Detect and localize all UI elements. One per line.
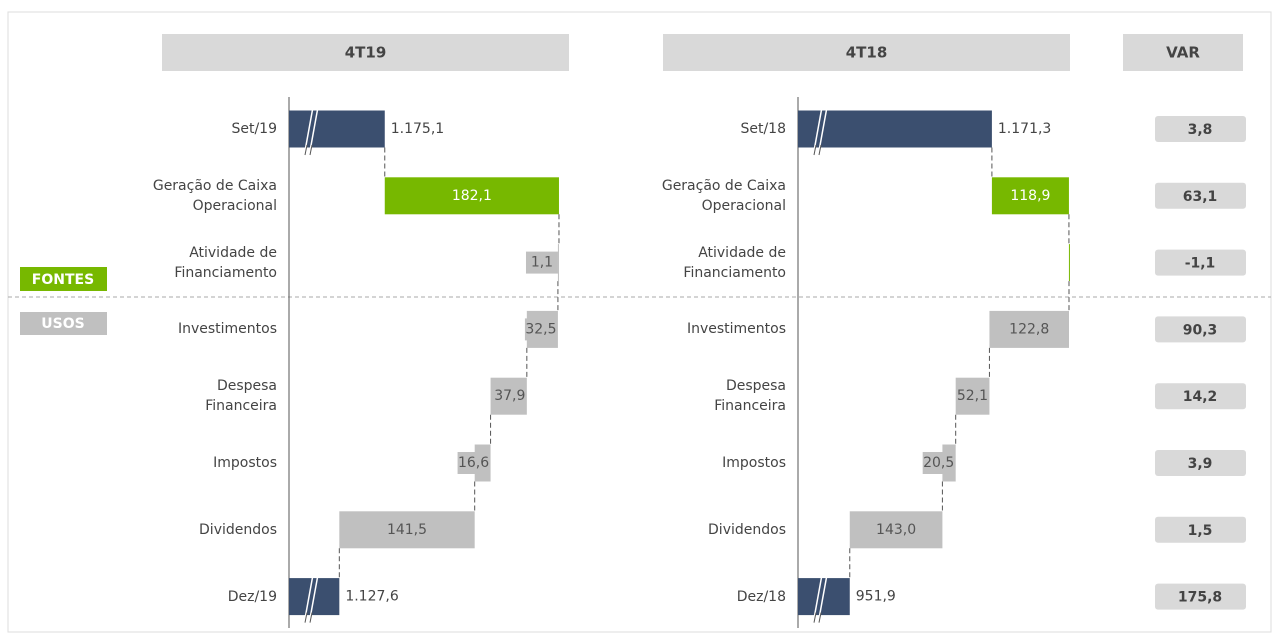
var-box (1155, 182, 1246, 209)
axis-break (813, 612, 822, 623)
category-label: Atividade de Financiamento (683, 244, 786, 281)
data-label: 122,8 (1009, 321, 1049, 337)
label-background (457, 452, 490, 474)
var-value: 1,5 (1188, 523, 1213, 539)
header-band (162, 34, 569, 71)
bar (384, 177, 559, 215)
bar (289, 110, 385, 148)
group-label: FONTES (32, 272, 94, 288)
group-label: USOS (41, 316, 84, 332)
bar (1068, 244, 1070, 282)
header-title: VAR (1166, 44, 1200, 62)
axis-break (813, 574, 828, 619)
var-box (1155, 316, 1246, 343)
data-label: 182,1 (452, 188, 492, 204)
header-title: 4T18 (846, 44, 888, 62)
header-title: 4T19 (345, 44, 387, 62)
label-background (493, 385, 526, 408)
var-value: 90,3 (1183, 322, 1218, 338)
data-label: 1.127,6 (345, 589, 399, 605)
category-label: Investimentos (686, 321, 786, 338)
var-value: 3,9 (1188, 456, 1213, 472)
header-band (1123, 34, 1243, 71)
category-label: Geração de Caixa Operacional (661, 177, 786, 214)
category-label: Dividendos (708, 521, 786, 538)
label-background (956, 385, 989, 408)
bar (991, 177, 1069, 215)
axis-break (304, 574, 319, 619)
var-box (1155, 583, 1246, 610)
axis-break (304, 144, 313, 156)
group-badge (20, 312, 107, 335)
var-box (1155, 383, 1246, 410)
data-label: 37,9 (494, 388, 525, 404)
bar (798, 110, 992, 148)
var-value: 63,1 (1183, 189, 1218, 205)
var-value: 14,2 (1183, 389, 1218, 405)
data-label: 32,5 (525, 321, 556, 337)
var-box (1155, 249, 1246, 276)
bar (849, 511, 943, 549)
header-band (663, 34, 1070, 71)
category-label: Impostos (213, 455, 277, 471)
category-label: Despesa Financeira (714, 378, 786, 415)
category-label: Impostos (722, 455, 786, 471)
category-label: Despesa Financeira (205, 378, 277, 415)
bar (989, 310, 1069, 348)
label-background (525, 251, 558, 274)
data-label: 1.171,3 (998, 121, 1051, 137)
bar (557, 244, 559, 282)
category-label: Investimentos (177, 321, 277, 338)
axis-break (813, 106, 828, 152)
bar (339, 511, 475, 549)
category-label: Dez/18 (736, 588, 786, 605)
data-label: 1,1 (531, 255, 553, 271)
var-value: 175,8 (1178, 590, 1222, 606)
data-label: 52,1 (957, 388, 988, 404)
category-label: Dez/19 (227, 588, 277, 605)
label-background (922, 452, 955, 474)
var-value: 3,8 (1188, 122, 1213, 138)
axis-break (813, 144, 822, 156)
var-value: -1,1 (1185, 256, 1216, 272)
category-label: Geração de Caixa Operacional (152, 177, 277, 214)
category-label: Atividade de Financiamento (174, 244, 277, 281)
var-box (1155, 516, 1246, 543)
data-label: 1.175,1 (391, 121, 444, 137)
data-label: 951,9 (856, 589, 896, 605)
category-label: Dividendos (199, 521, 277, 538)
data-label: 143,0 (876, 522, 916, 538)
label-background (524, 318, 557, 341)
frame (7, 11, 1272, 633)
data-label: 118,9 (1010, 188, 1050, 204)
axis-break (304, 106, 319, 152)
axis-break (304, 612, 313, 623)
data-label: 16,6 (458, 455, 489, 471)
var-box (1155, 450, 1246, 476)
var-box (1155, 116, 1246, 142)
data-label: 20,5 (923, 455, 954, 471)
category-label: Set/18 (740, 121, 786, 137)
group-badge (20, 267, 107, 291)
bar (798, 578, 850, 616)
data-label: 141,5 (387, 522, 427, 538)
category-label: Set/19 (231, 121, 277, 137)
